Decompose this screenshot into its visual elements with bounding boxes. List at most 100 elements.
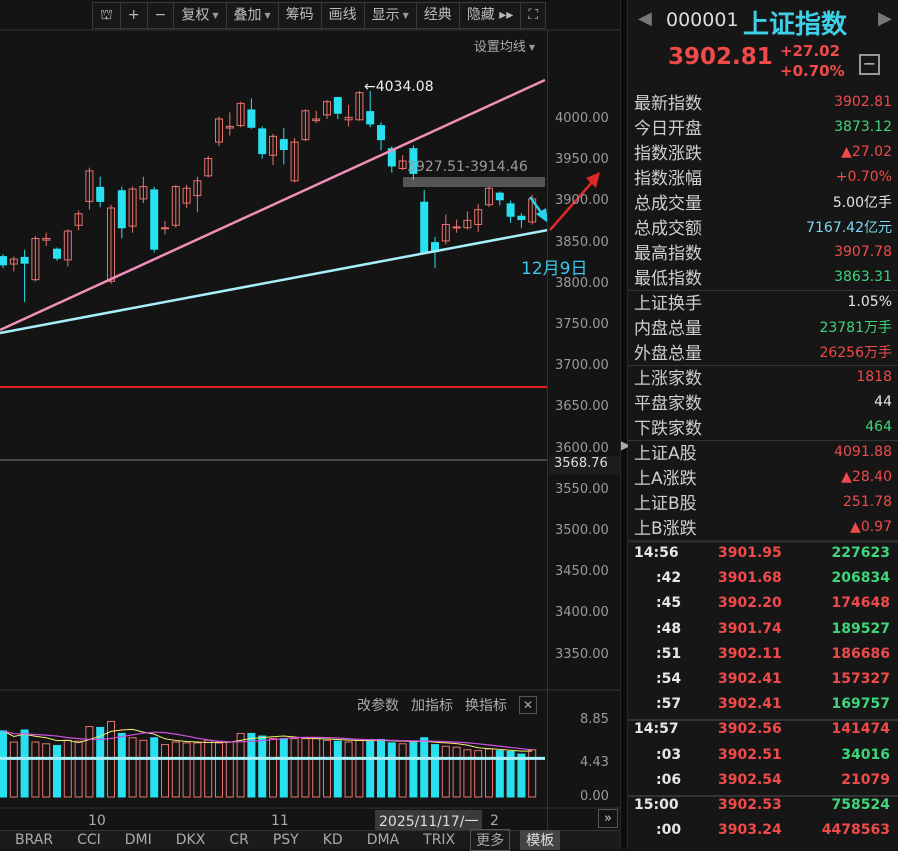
- quote-value: ▲28.40: [841, 468, 892, 485]
- tab-kd[interactable]: KD: [322, 832, 343, 848]
- price-tick: 3950.00: [555, 152, 609, 168]
- candle-up: [182, 187, 191, 204]
- ma-settings-dropdown[interactable]: 设置均线 ▼: [474, 36, 535, 55]
- candle-down: [409, 148, 418, 174]
- quote-label: 最新指数: [634, 94, 702, 114]
- price-tick: 3850.00: [555, 234, 609, 250]
- price-tick: 3700.00: [555, 358, 609, 374]
- display-dropdown[interactable]: 显示 ▼: [365, 3, 417, 28]
- tab-dkx[interactable]: DKX: [175, 832, 206, 848]
- quote-row: 最低指数 3863.31: [628, 264, 898, 290]
- volume-bar-up: [31, 741, 40, 798]
- candle-up: [236, 102, 245, 127]
- zoom-out-button[interactable]: −: [148, 3, 175, 28]
- volume-bar-up: [301, 738, 310, 798]
- price-axis-divider: [547, 30, 548, 830]
- zoom-out-button-label: −: [154, 7, 167, 23]
- tab-psy[interactable]: PSY: [272, 832, 299, 848]
- x-axis-label: 2: [490, 813, 499, 829]
- volume-header: 改参数 加指标 换指标 ✕: [357, 695, 537, 715]
- chevron-down-icon: ▼: [402, 11, 409, 20]
- hide-button-label: 隐藏 ▸▸: [466, 7, 514, 23]
- quote-value: 26256万手: [819, 344, 892, 361]
- quote-label: 平盘家数: [634, 394, 702, 414]
- price-tick: 3900.00: [555, 193, 609, 209]
- kline-chart[interactable]: [0, 0, 620, 830]
- add-indicator-button[interactable]: 加指标: [411, 698, 453, 714]
- quote-row: 最新指数 3902.81: [628, 89, 898, 115]
- candle-down: [247, 109, 256, 128]
- rights-dropdown[interactable]: 复权 ▼: [174, 3, 227, 28]
- volume-bar-up: [463, 749, 472, 798]
- classic-button[interactable]: 经典: [417, 3, 460, 28]
- quote-row: 总成交额 7167.42亿元: [628, 214, 898, 239]
- candle-down: [495, 192, 504, 201]
- divider: [628, 290, 898, 291]
- chips-button-label: 筹码: [285, 7, 314, 23]
- volume-bar-up: [236, 732, 245, 798]
- tick-row: :48 3901.74 189527: [628, 617, 898, 642]
- price-tick: 3750.00: [555, 317, 609, 332]
- overlay-dropdown[interactable]: 叠加 ▼: [227, 3, 279, 28]
- date-annotation: 12月9日: [521, 259, 588, 279]
- hide-button[interactable]: 隐藏 ▸▸: [460, 3, 522, 28]
- tab-trix[interactable]: TRIX: [423, 832, 456, 848]
- fullscreen-icon[interactable]: ⛶: [521, 3, 545, 28]
- quote-row: 指数涨幅 +0.70%: [628, 164, 898, 190]
- tick-time: :45: [656, 595, 682, 612]
- volume-bar-down: [366, 738, 375, 798]
- tab-cci[interactable]: CCI: [77, 832, 101, 848]
- zoom-in-button[interactable]: +: [121, 3, 148, 28]
- price-tick: 3650.00: [555, 399, 609, 415]
- lock-icon[interactable]: ⛫: [93, 3, 121, 28]
- price-tick: 3500.00: [555, 523, 609, 538]
- collapse-arrow-icon[interactable]: ▶: [621, 438, 631, 452]
- panel-splitter[interactable]: [620, 0, 628, 849]
- candle-up: [161, 227, 169, 230]
- candle-up: [63, 230, 72, 261]
- minimize-icon[interactable]: −: [859, 54, 880, 75]
- switch-indicator-button[interactable]: 换指标: [465, 698, 507, 714]
- tab-brar[interactable]: BRAR: [15, 832, 54, 848]
- volume-bar-up: [42, 743, 51, 798]
- divider: [628, 365, 898, 366]
- tick-price: 3901.95: [718, 545, 782, 561]
- tab-dma[interactable]: DMA: [366, 832, 400, 848]
- tick-row: :06 3902.54 21079: [628, 768, 898, 793]
- prev-stock-icon[interactable]: ◀: [638, 8, 652, 29]
- divider: [628, 795, 898, 797]
- candle-down: [150, 189, 159, 250]
- volume-bar-up: [215, 742, 223, 798]
- close-icon[interactable]: ✕: [519, 696, 537, 714]
- more-tab[interactable]: 更多: [470, 829, 511, 851]
- edit-params-button[interactable]: 改参数: [357, 698, 399, 714]
- volume-bar-up: [485, 748, 493, 798]
- tick-volume: 174648: [831, 595, 890, 612]
- volume-bar-up: [171, 741, 180, 798]
- next-stock-icon[interactable]: ▶: [878, 8, 892, 29]
- candle-up: [398, 160, 407, 169]
- overlay-dropdown-label: 叠加: [233, 7, 262, 24]
- candle-up: [452, 226, 461, 229]
- quote-label: 外盘总量: [634, 344, 702, 364]
- candle-up: [193, 180, 202, 197]
- quote-label: 指数涨幅: [634, 169, 702, 189]
- volume-bar-down: [431, 744, 439, 798]
- volume-tick: 0.00: [580, 789, 609, 804]
- chips-button[interactable]: 筹码: [279, 3, 322, 28]
- quote-label: 上证A股: [634, 444, 697, 464]
- draw-line-button[interactable]: 画线: [322, 3, 365, 28]
- quote-label: 上证换手: [634, 294, 702, 314]
- quote-label: 上证B股: [634, 494, 697, 514]
- tab-cr[interactable]: CR: [229, 832, 249, 848]
- scroll-right-button[interactable]: »: [598, 809, 618, 828]
- candle-down: [0, 256, 7, 266]
- tick-time: 14:57: [634, 721, 679, 738]
- quote-value: +0.70%: [835, 168, 892, 185]
- candle-down: [420, 201, 429, 253]
- template-tab[interactable]: 模板: [520, 830, 561, 850]
- tab-dmi[interactable]: DMI: [124, 832, 152, 848]
- volume-bar-up: [474, 750, 483, 798]
- candle-down: [506, 203, 515, 217]
- quote-label: 指数涨跌: [634, 144, 702, 164]
